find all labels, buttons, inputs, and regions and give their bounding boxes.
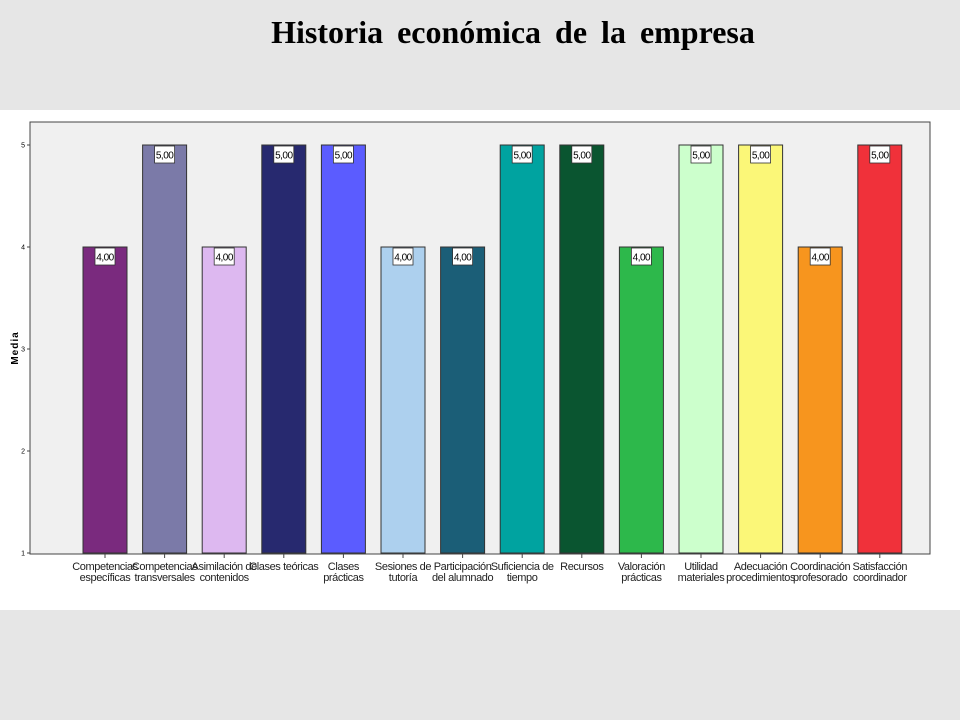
x-tick-label: Asimilación de contenidos xyxy=(192,561,258,584)
value-label-box xyxy=(631,247,652,266)
y-tick-label: 5 xyxy=(21,143,25,150)
bar xyxy=(618,246,664,554)
value-label-box xyxy=(869,145,891,164)
bar xyxy=(82,246,128,554)
value-label: 4,00 xyxy=(215,253,233,264)
value-label: 4,00 xyxy=(811,253,829,264)
y-axis: 1 2 3 4 5 xyxy=(21,143,30,558)
value-label-box xyxy=(452,247,474,266)
x-tick-label: Participación del alumnado xyxy=(432,561,494,584)
value-label: 4,00 xyxy=(454,253,472,264)
bar-chart: 1 2 3 4 5 4,00 5,00 4,00 5,00 5,00 4,00 4,00 5,00 5,… xyxy=(10,121,931,584)
value-label: 4,00 xyxy=(633,253,651,264)
bars: 4,00 5,00 4,00 5,00 5,00 4,00 4,00 5,00 5,00 4,00… xyxy=(82,144,903,554)
y-tick-label: 4 xyxy=(21,245,25,252)
y-axis-title: Media xyxy=(10,331,21,364)
bar xyxy=(440,246,486,554)
value-label: 5,00 xyxy=(156,151,174,162)
value-label: 5,00 xyxy=(871,151,889,162)
bar xyxy=(380,246,426,554)
value-label-box xyxy=(750,145,771,164)
bar xyxy=(559,144,605,554)
bar-group: 5,00 xyxy=(261,144,307,554)
bar xyxy=(320,144,366,554)
value-label-box xyxy=(392,247,414,266)
value-label-box xyxy=(273,145,295,164)
bar-group: 4,00 xyxy=(797,246,843,554)
x-tick-label: Utilidad materiales xyxy=(678,561,726,584)
value-label-box xyxy=(154,145,176,164)
slide-title: Historia económica de la empresa xyxy=(271,14,755,50)
y-tick-label: 3 xyxy=(21,347,25,354)
bar xyxy=(738,144,784,554)
value-label: 4,00 xyxy=(96,253,114,264)
value-label: 5,00 xyxy=(513,151,531,162)
x-tick-label: Competencias transversales xyxy=(132,561,198,584)
x-tick-label: Competencias específicas xyxy=(72,561,138,584)
value-label-box xyxy=(809,247,831,266)
bar-group: 4,00 xyxy=(380,246,426,554)
bar-group: 4,00 xyxy=(201,246,247,554)
x-tick-label: Adecuación procedimientos xyxy=(726,561,796,584)
bar-group: 5,00 xyxy=(738,144,784,554)
bar xyxy=(857,144,903,554)
value-label-box xyxy=(690,145,712,164)
x-tick-label: Suficiencia de tiempo xyxy=(491,561,554,584)
bar xyxy=(797,246,843,554)
x-tick-label: Sesiones de tutoría xyxy=(375,561,431,584)
value-label-box xyxy=(511,145,533,164)
bar-group: 4,00 xyxy=(82,246,128,554)
x-tick-label: Coordinación profesorado xyxy=(790,561,850,584)
bar-group: 5,00 xyxy=(678,144,724,554)
x-tick-label: Satisfacción coordinador xyxy=(853,561,908,584)
value-label-box xyxy=(332,145,354,164)
x-tick-label: Clases prácticas xyxy=(323,561,364,584)
bar xyxy=(678,144,724,554)
value-label-box xyxy=(571,145,593,164)
x-tick-label: Recursos xyxy=(560,561,604,573)
value-label-box xyxy=(213,247,235,266)
bar-group: 4,00 xyxy=(440,246,486,554)
chart-panel: 1 2 3 4 5 4,00 5,00 4,00 5,00 5,00 4,00 4,00 5,00 5,… xyxy=(0,110,960,610)
y-tick-label: 1 xyxy=(21,551,25,558)
bar-group: 4,00 xyxy=(618,246,664,554)
value-label: 5,00 xyxy=(573,151,591,162)
y-tick-label: 2 xyxy=(21,449,25,456)
value-label: 5,00 xyxy=(275,151,293,162)
value-label: 5,00 xyxy=(692,151,710,162)
bar xyxy=(261,144,307,554)
bar xyxy=(201,246,247,554)
bar-group: 5,00 xyxy=(142,144,188,554)
bar xyxy=(499,144,545,554)
bar-group: 5,00 xyxy=(320,144,366,554)
value-label: 5,00 xyxy=(752,151,770,162)
bar-group: 5,00 xyxy=(857,144,903,554)
value-label-box xyxy=(94,247,116,266)
bar-group: 5,00 xyxy=(499,144,545,554)
bar xyxy=(142,144,188,554)
bar-group: 5,00 xyxy=(559,144,605,554)
x-tick-label: Clases teóricas xyxy=(249,561,319,573)
x-tick-label: Valoración prácticas xyxy=(618,561,665,584)
value-label: 4,00 xyxy=(394,253,412,264)
value-label: 5,00 xyxy=(335,151,353,162)
